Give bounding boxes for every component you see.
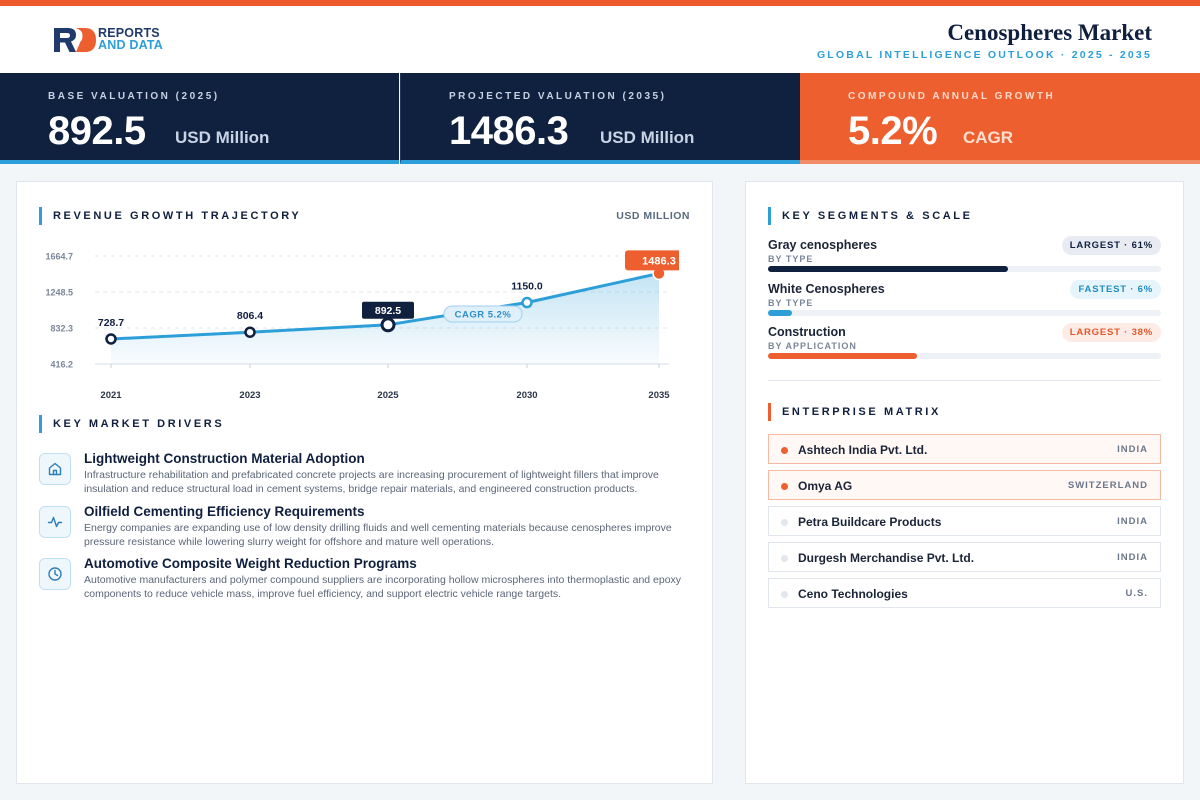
- data-label: 892.5: [375, 305, 401, 317]
- kpi-label: PROJECTED VALUATION (2035): [449, 91, 667, 102]
- company-name: Durgesh Merchandise Pvt. Ltd.: [798, 551, 975, 565]
- segment-name: Gray cenospheres: [768, 238, 878, 252]
- segments-section-title: KEY SEGMENTS & SCALE: [768, 207, 973, 225]
- segment-bar-fill: [768, 266, 1008, 272]
- x-tick-label: 2023: [239, 390, 260, 401]
- enterprise-row[interactable]: Ashtech India Pvt. Ltd. INDIA: [768, 434, 1161, 464]
- logo-text: REPORTS AND DATA: [98, 26, 164, 52]
- y-tick-label: 416.2: [50, 360, 73, 370]
- enterprise-row[interactable]: Durgesh Merchandise Pvt. Ltd. INDIA: [768, 542, 1161, 572]
- segment-category: BY TYPE: [768, 254, 814, 264]
- kpi-value: 892.5: [48, 109, 146, 153]
- pulse-icon: [39, 506, 71, 538]
- data-label: 728.7: [98, 317, 124, 329]
- driver-title: Lightweight Construction Material Adopti…: [84, 451, 365, 466]
- x-tick-label: 2025: [377, 390, 399, 401]
- y-tick-label: 832.3: [50, 324, 73, 334]
- enterprise-row[interactable]: Ceno Technologies U.S.: [768, 578, 1161, 608]
- data-label: 1150.0: [511, 281, 543, 293]
- kpi-base-valuation: BASE VALUATION (2025) 892.5 USD Million: [0, 73, 399, 164]
- data-label-box: [625, 250, 679, 271]
- right-panel: KEY SEGMENTS & SCALE Gray cenospheres BY…: [745, 181, 1184, 784]
- data-point: [244, 326, 256, 338]
- page-header: REPORTS AND DATA Cenospheres Market GLOB…: [0, 6, 1200, 73]
- segment-bar-fill: [768, 353, 918, 359]
- kpi-projected-valuation: PROJECTED VALUATION (2035) 1486.3 USD Mi…: [400, 73, 800, 164]
- status-dot: [781, 483, 788, 490]
- company-country: INDIA: [1117, 552, 1148, 563]
- company-name: Petra Buildcare Products: [798, 515, 942, 529]
- data-label: 806.4: [237, 310, 263, 322]
- data-point: [380, 317, 396, 333]
- kpi-value: 5.2%: [848, 109, 938, 153]
- clock-icon: [39, 558, 71, 590]
- y-tick-label: 1248.5: [45, 288, 73, 298]
- data-point: [105, 333, 117, 345]
- cagr-annotation-pill: [443, 305, 523, 323]
- driver-desc: Energy companies are expanding use of lo…: [84, 522, 672, 548]
- driver-title: Automotive Composite Weight Reduction Pr…: [84, 556, 417, 571]
- driver-title: Oilfield Cementing Efficiency Requiremen…: [84, 504, 365, 519]
- cagr-annotation: CAGR 5.2%: [455, 310, 512, 321]
- segment-bar-fill: [768, 310, 792, 316]
- page-subtitle: GLOBAL INTELLIGENCE OUTLOOK · 2025 - 203…: [816, 49, 1152, 61]
- revenue-chart: 416.2 832.3 1248.5 1664.7 2021 2023 2025 2030 2…: [45, 250, 679, 401]
- segment-bar-track: [768, 353, 1161, 359]
- enterprise-section-title: ENTERPRISE MATRIX: [768, 403, 941, 421]
- company-country: SWITZERLAND: [1067, 480, 1148, 491]
- data-label-box: [362, 301, 414, 319]
- segment-bar-track: [768, 310, 1161, 316]
- segment-bar-track: [768, 266, 1161, 272]
- page-title: Cenospheres Market: [947, 20, 1152, 45]
- kpi-label: BASE VALUATION (2025): [48, 91, 220, 102]
- kpi-strip: BASE VALUATION (2025) 892.5 USD Million …: [0, 73, 1200, 164]
- left-panel: REVENUE GROWTH TRAJECTORY USD MILLION 41…: [16, 181, 713, 784]
- enterprise-row[interactable]: Omya AG SWITZERLAND: [768, 470, 1161, 500]
- company-name: Ceno Technologies: [798, 587, 908, 601]
- top-accent-bar: [0, 0, 1200, 6]
- driver-desc: Automotive manufacturers and polymer com…: [84, 574, 682, 600]
- segment-name: White Cenospheres: [768, 282, 885, 296]
- company-country: U.S.: [1125, 588, 1148, 599]
- data-label: 1486.3: [642, 255, 676, 267]
- kpi-unit: USD Million: [600, 128, 695, 147]
- company-country: INDIA: [1117, 444, 1148, 455]
- logo-line-2: AND DATA: [98, 38, 164, 52]
- x-tick-label: 2021: [100, 390, 122, 401]
- driver-desc: Infrastructure rehabilitation and prefab…: [84, 469, 659, 495]
- revenue-section-title: REVENUE GROWTH TRAJECTORY: [39, 207, 301, 225]
- section-divider: [768, 380, 1161, 381]
- x-tick-label: 2030: [516, 390, 537, 401]
- segment-name: Construction: [768, 325, 846, 339]
- status-dot: [781, 447, 788, 454]
- data-point: [521, 296, 533, 309]
- home-icon: [39, 453, 71, 485]
- kpi-label: COMPOUND ANNUAL GROWTH: [848, 91, 1056, 102]
- status-dot: [781, 591, 788, 598]
- kpi-unit: USD Million: [175, 128, 270, 147]
- x-tick-label: 2035: [648, 390, 670, 401]
- segment-badge: FASTEST · 6%: [1070, 280, 1161, 299]
- segment-category: BY TYPE: [768, 298, 814, 308]
- kpi-value: 1486.3: [449, 109, 569, 153]
- company-country: INDIA: [1117, 516, 1148, 527]
- status-dot: [781, 555, 788, 562]
- revenue-unit-label: USD MILLION: [616, 210, 690, 222]
- rd-logo-icon: [54, 28, 96, 52]
- y-tick-label: 1664.7: [45, 252, 73, 262]
- company-name: Omya AG: [798, 479, 853, 493]
- drivers-section-title: KEY MARKET DRIVERS: [39, 415, 224, 433]
- segment-badge: LARGEST · 38%: [1061, 323, 1161, 342]
- status-dot: [781, 519, 788, 526]
- company-name: Ashtech India Pvt. Ltd.: [798, 443, 928, 457]
- enterprise-row[interactable]: Petra Buildcare Products INDIA: [768, 506, 1161, 536]
- logo-line-1: REPORTS: [98, 26, 160, 40]
- kpi-unit: CAGR: [963, 128, 1014, 147]
- kpi-cagr: COMPOUND ANNUAL GROWTH 5.2% CAGR: [800, 73, 1200, 164]
- segment-category: BY APPLICATION: [768, 341, 857, 351]
- area-fill: [111, 273, 659, 364]
- segment-badge: LARGEST · 61%: [1061, 236, 1161, 255]
